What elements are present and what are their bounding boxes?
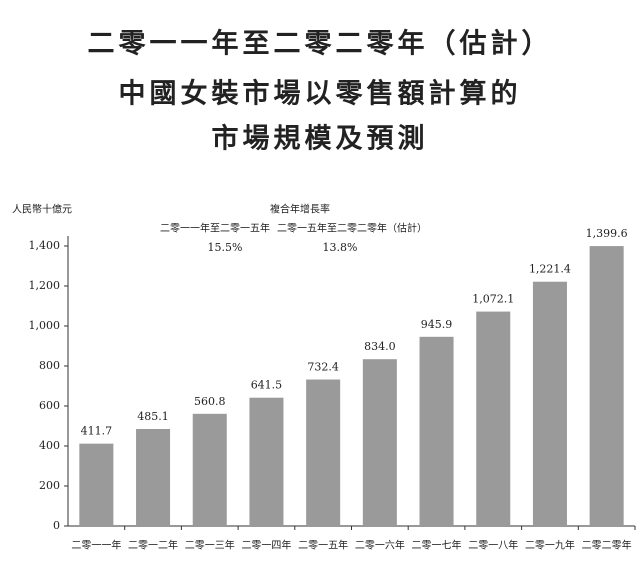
x-tick-label: 二零一五年 <box>298 539 348 552</box>
y-tick-label: 200 <box>39 479 60 492</box>
value-label: 945.9 <box>421 318 453 331</box>
chart-title: 二零一一年至二零二零年（估計） <box>88 28 553 60</box>
y-tick-label: 600 <box>39 399 60 412</box>
y-tick-label: 400 <box>39 439 60 452</box>
x-tick-label: 二零二零年 <box>582 539 632 552</box>
bar <box>192 413 227 526</box>
value-label: 485.1 <box>137 410 169 423</box>
bar <box>532 281 567 526</box>
annotation-period: 二零一五年至二零二零年（估計） <box>277 222 427 235</box>
bar <box>79 443 114 526</box>
x-tick-label: 二零一一年 <box>71 539 121 552</box>
x-tick-label: 二零一七年 <box>412 539 462 552</box>
annotation-title: 複合年增長率 <box>270 203 330 216</box>
value-label: 560.8 <box>194 395 226 408</box>
x-tick-label: 二零一二年 <box>128 539 178 552</box>
bar <box>476 311 511 526</box>
y-tick-label: 0 <box>53 519 60 532</box>
value-label: 1,221.4 <box>529 263 571 276</box>
x-tick-label: 二零一三年 <box>185 539 235 552</box>
y-axis-label: 人民幣十億元 <box>12 203 72 216</box>
annotation-rate: 15.5% <box>208 241 243 254</box>
bar <box>249 397 284 526</box>
value-label: 834.0 <box>364 340 396 353</box>
x-tick-label: 二零一六年 <box>355 539 405 552</box>
x-tick-label: 二零一九年 <box>525 539 575 552</box>
chart-title: 市場規模及預測 <box>212 123 429 155</box>
value-label: 732.4 <box>307 361 339 374</box>
value-label: 1,072.1 <box>472 293 514 306</box>
value-label: 1,399.6 <box>586 227 628 240</box>
y-tick-label: 1,200 <box>29 279 61 292</box>
y-tick-label: 1,400 <box>29 239 61 252</box>
bar <box>362 359 397 526</box>
chart-title: 中國女裝市場以零售額計算的 <box>119 78 522 110</box>
value-label: 641.5 <box>251 379 283 392</box>
y-tick-label: 800 <box>39 359 60 372</box>
x-tick-label: 二零一四年 <box>241 539 291 552</box>
y-tick-label: 1,000 <box>29 319 61 332</box>
value-label: 411.7 <box>81 425 113 438</box>
bar <box>419 336 454 526</box>
annotation-rate: 13.8% <box>323 241 358 254</box>
bar <box>136 428 171 526</box>
annotation-period: 二零一一年至二零一五年 <box>160 222 270 235</box>
bar <box>306 379 341 526</box>
x-tick-label: 二零一八年 <box>468 539 518 552</box>
bar <box>589 246 624 526</box>
